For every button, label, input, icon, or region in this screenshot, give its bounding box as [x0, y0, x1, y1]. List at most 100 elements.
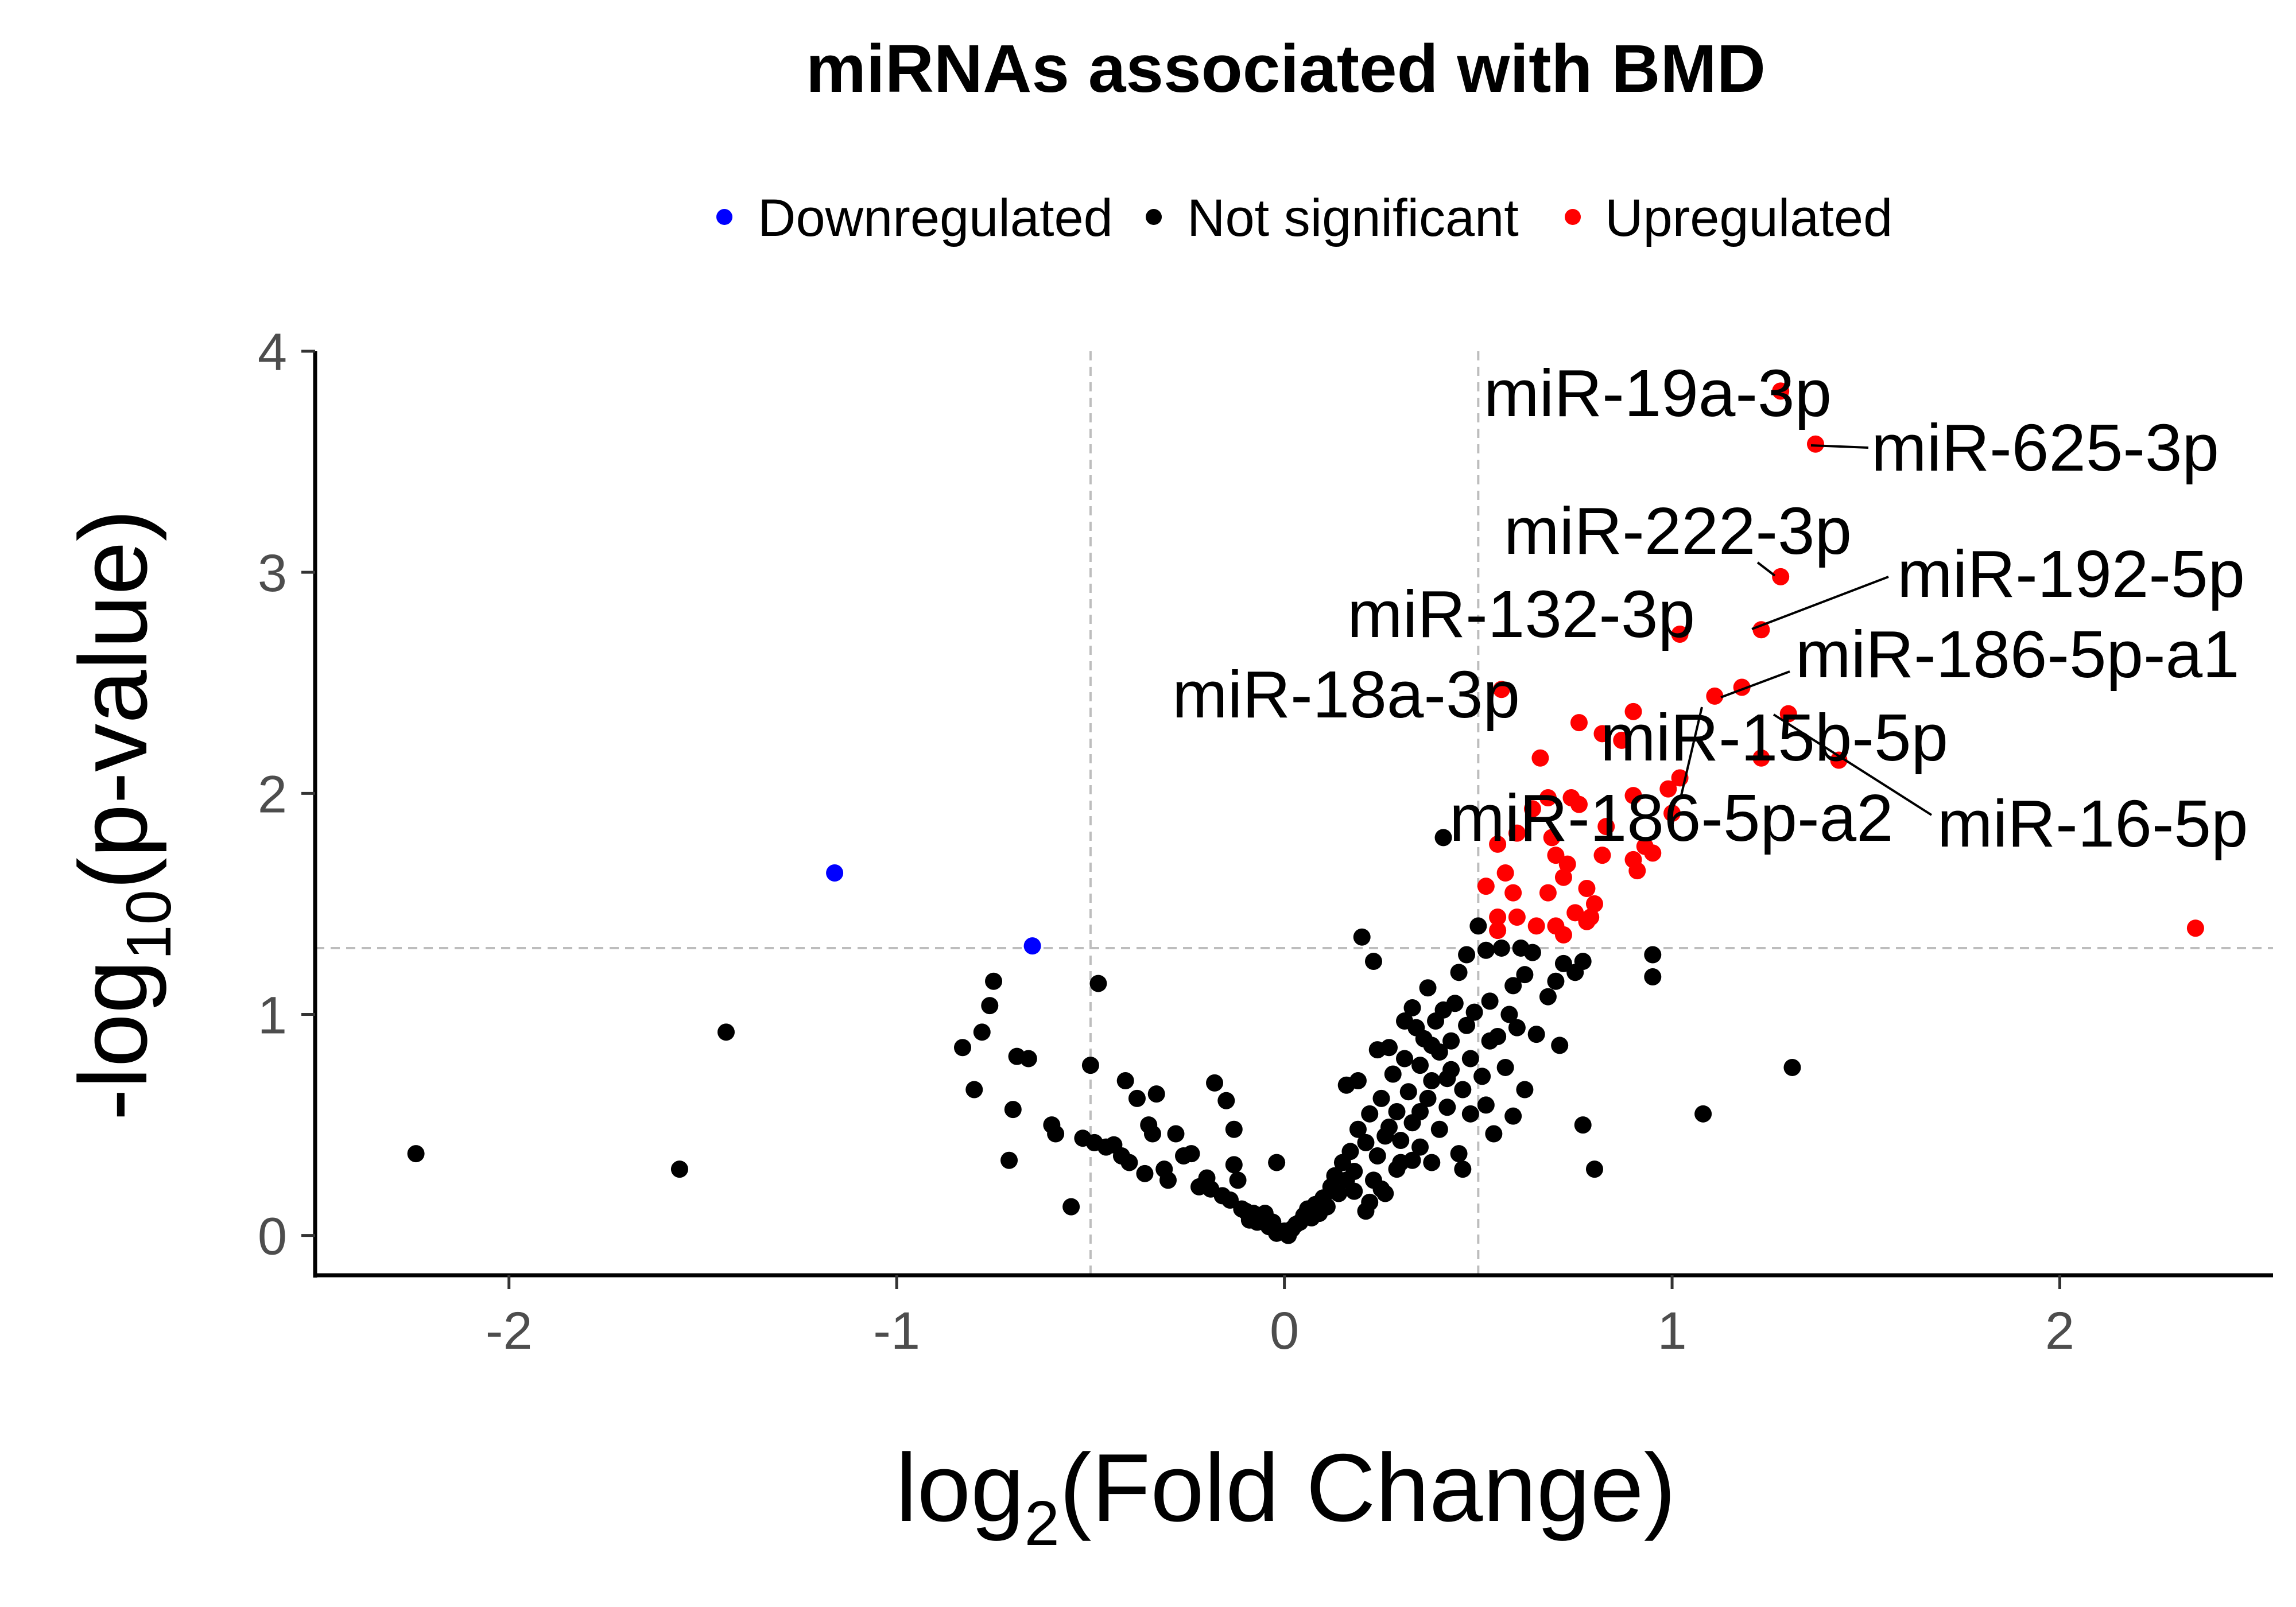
- data-point-not-significant: [1403, 999, 1421, 1016]
- x-axis-title: log2(Fold Change): [895, 1434, 1676, 1559]
- data-point-not-significant: [1116, 1072, 1134, 1090]
- data-point-not-significant: [981, 997, 999, 1015]
- data-point-not-significant: [1349, 1072, 1367, 1090]
- data-point-upregulated: [1543, 829, 1561, 847]
- data-point-not-significant: [1477, 941, 1495, 959]
- data-point-not-significant: [1221, 1191, 1239, 1209]
- x-tick-label: 1: [1657, 1302, 1686, 1360]
- data-point-not-significant: [965, 1081, 983, 1098]
- data-point-upregulated: [1779, 705, 1797, 723]
- data-point-not-significant: [1434, 829, 1452, 847]
- x-tick-label: -1: [873, 1302, 920, 1360]
- data-point-not-significant: [1392, 1132, 1410, 1150]
- data-point-not-significant: [1318, 1198, 1336, 1216]
- data-point-not-significant: [1372, 1089, 1390, 1107]
- data-point-not-significant: [1345, 1162, 1363, 1180]
- point-label: miR-132-3p: [1347, 577, 1695, 651]
- data-point-upregulated: [1659, 780, 1677, 798]
- data-point-not-significant: [1403, 1151, 1421, 1169]
- data-point-upregulated: [1593, 847, 1611, 864]
- threshold-lines: [315, 351, 2273, 1275]
- data-point-upregulated: [1830, 751, 1848, 769]
- data-point-not-significant: [1225, 1120, 1243, 1138]
- data-point-not-significant: [1450, 1145, 1468, 1163]
- data-point-upregulated: [1496, 864, 1514, 882]
- data-point-not-significant: [1547, 972, 1565, 990]
- data-point-not-significant: [1504, 977, 1522, 995]
- data-point-not-significant: [1527, 1026, 1545, 1043]
- data-point-not-significant: [1461, 1050, 1479, 1068]
- data-point-upregulated: [2186, 919, 2204, 937]
- point-label: miR-625-3p: [1871, 410, 2219, 485]
- data-point-upregulated: [1644, 844, 1662, 862]
- data-point-not-significant: [1380, 1118, 1398, 1136]
- data-point-not-significant: [1469, 917, 1487, 935]
- data-point-not-significant: [717, 1023, 735, 1041]
- data-point-not-significant: [1489, 1028, 1507, 1046]
- data-point-not-significant: [1380, 1039, 1398, 1057]
- data-point-downregulated: [1023, 937, 1041, 955]
- data-point-not-significant: [1485, 1125, 1503, 1143]
- label-connector-line: [1680, 707, 1703, 798]
- data-point-not-significant: [670, 1160, 688, 1178]
- y-tick-label: 1: [258, 987, 287, 1045]
- data-point-upregulated: [1752, 749, 1770, 767]
- data-point-not-significant: [1357, 1134, 1375, 1151]
- data-point-not-significant: [985, 972, 1003, 990]
- point-label: miR-192-5p: [1897, 537, 2245, 611]
- x-axis-ticks: -2 -1 0 1 2: [486, 1275, 2074, 1360]
- data-point-not-significant: [1477, 1096, 1495, 1114]
- data-point-not-significant: [1206, 1074, 1224, 1092]
- label-connector-line: [1810, 444, 1869, 449]
- data-point-not-significant: [1458, 946, 1476, 964]
- data-point-upregulated: [1554, 926, 1572, 944]
- data-point-upregulated: [1489, 835, 1507, 853]
- x-tick-label: 2: [2045, 1302, 2074, 1360]
- data-point-not-significant: [407, 1145, 425, 1163]
- point-label: miR-186-5p-a2: [1449, 781, 1894, 855]
- data-point-upregulated: [1806, 435, 1824, 453]
- data-point-upregulated: [1578, 879, 1596, 897]
- data-point-not-significant: [1551, 1037, 1569, 1054]
- y-tick-label: 4: [258, 323, 287, 382]
- label-connector-line: [1751, 576, 1889, 630]
- data-point-not-significant: [1411, 1103, 1429, 1120]
- data-point-not-significant: [1062, 1198, 1080, 1216]
- data-point-not-significant: [1364, 1171, 1382, 1189]
- data-point-upregulated: [1489, 922, 1507, 940]
- data-point-not-significant: [1465, 1003, 1483, 1021]
- data-point-not-significant: [1481, 992, 1499, 1010]
- legend-label: Downregulated: [758, 189, 1113, 247]
- data-point-not-significant: [1268, 1154, 1286, 1171]
- label-connector-line: [1756, 561, 1776, 577]
- data-point-not-significant: [1438, 1098, 1456, 1116]
- data-point-not-significant: [1423, 1154, 1441, 1171]
- data-point-not-significant: [1089, 975, 1107, 992]
- data-point-not-significant: [1694, 1105, 1712, 1123]
- data-point-not-significant: [1508, 1019, 1526, 1037]
- legend-key: [716, 209, 732, 225]
- data-point-not-significant: [1539, 988, 1557, 1006]
- data-point-downregulated: [826, 864, 844, 882]
- data-point-upregulated: [1558, 855, 1576, 873]
- data-point-not-significant: [1000, 1151, 1018, 1169]
- data-point-upregulated: [1772, 382, 1790, 400]
- data-point-not-significant: [953, 1039, 971, 1057]
- label-connectors: [1680, 444, 1933, 816]
- data-point-upregulated: [1547, 847, 1565, 864]
- data-point-upregulated: [1504, 884, 1522, 902]
- data-point-upregulated: [1508, 909, 1526, 926]
- y-tick-label: 3: [258, 544, 287, 603]
- data-point-not-significant: [1554, 954, 1572, 972]
- data-point-not-significant: [1368, 1147, 1386, 1165]
- data-point-upregulated: [1539, 884, 1557, 902]
- legend-key: [1146, 209, 1162, 225]
- data-point-upregulated: [1772, 568, 1790, 585]
- data-point-not-significant: [1516, 1081, 1534, 1098]
- point-label: miR-18a-3p: [1172, 657, 1520, 732]
- y-tick-label: 0: [258, 1208, 287, 1266]
- data-point-upregulated: [1531, 749, 1549, 767]
- data-point-upregulated: [1554, 868, 1572, 886]
- data-point-not-significant: [1004, 1101, 1022, 1119]
- data-point-not-significant: [1516, 966, 1534, 984]
